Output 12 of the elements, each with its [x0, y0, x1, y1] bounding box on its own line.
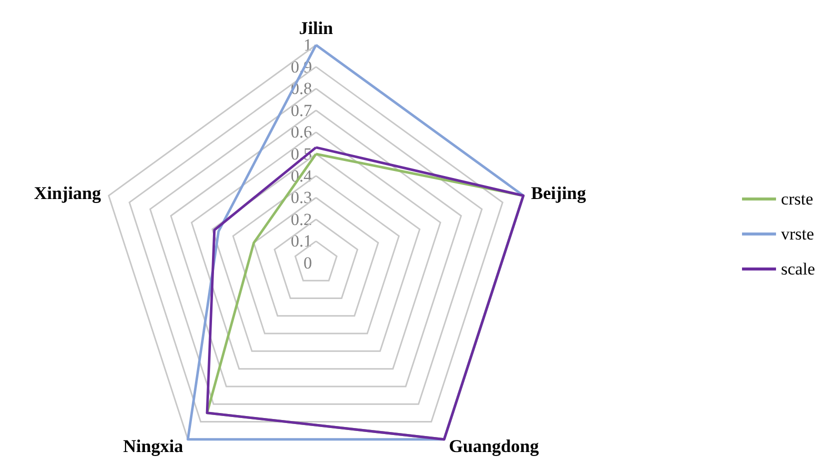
y-tick-label: 0.2	[290, 210, 312, 229]
spoke-label: Xinjiang	[34, 183, 102, 204]
spoke-label: Ningxia	[123, 436, 184, 456]
legend-label: vrste	[781, 224, 814, 244]
legend-label: scale	[781, 260, 816, 278]
legend-label: crste	[781, 190, 814, 208]
spoke-label: Beijing	[530, 183, 586, 204]
y-tick-label: 0.1	[290, 232, 312, 251]
y-tick-label: 0.7	[290, 100, 312, 120]
spoke-label: Guangdong	[448, 436, 539, 456]
spoke-label: Jilin	[298, 18, 334, 38]
y-tick-label: 0	[304, 254, 312, 272]
